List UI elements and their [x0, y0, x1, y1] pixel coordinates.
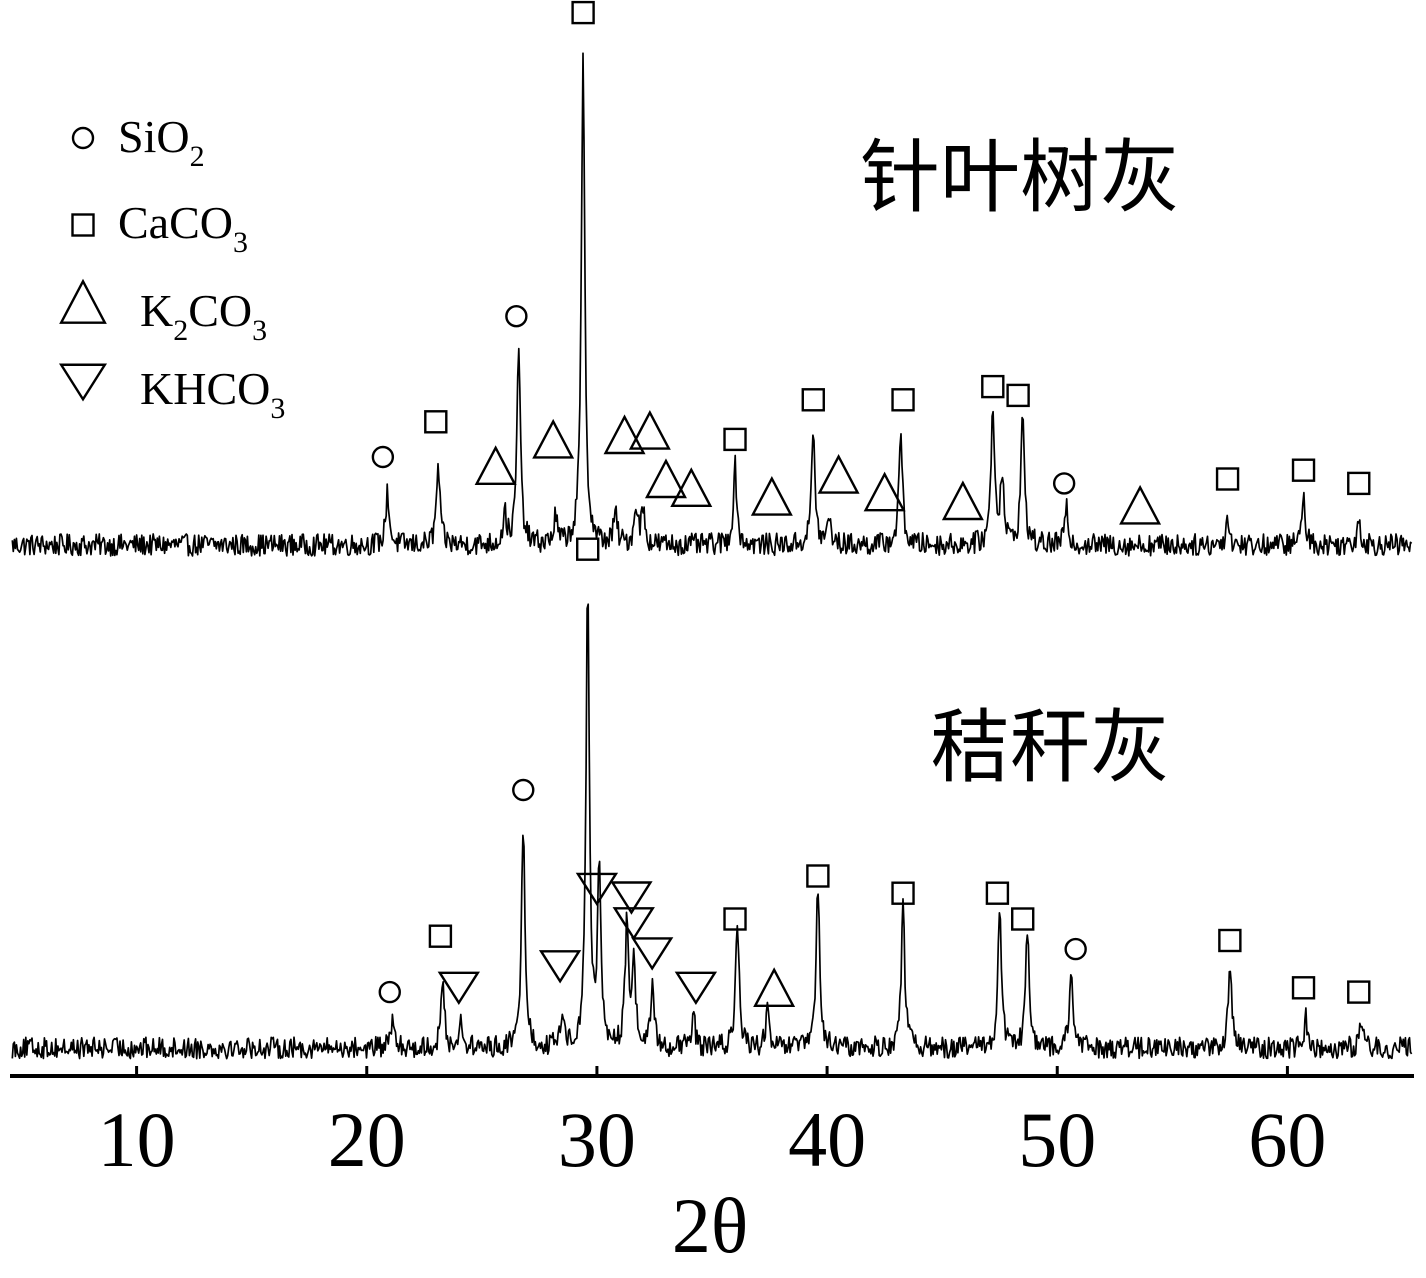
- phase-marker-triangle-up: [670, 467, 713, 507]
- phase-marker-circle: [505, 305, 528, 328]
- phase-marker-triangle-up: [628, 410, 671, 450]
- x-tick-label: 60: [1248, 1096, 1326, 1183]
- legend-symbol-square: [71, 213, 95, 237]
- phase-marker-square: [723, 427, 747, 452]
- phase-marker-triangle-up: [1119, 484, 1162, 525]
- legend-symbol-circle: [71, 126, 95, 150]
- x-tick-label: 20: [328, 1096, 406, 1183]
- phase-marker-square: [985, 881, 1010, 905]
- phase-marker-triangle-up: [532, 418, 575, 459]
- x-tick-label: 30: [558, 1096, 636, 1183]
- x-tick-label: 10: [98, 1096, 176, 1183]
- phase-marker-circle: [378, 980, 401, 1004]
- traces-group: [11, 52, 1413, 1060]
- phase-marker-square: [806, 864, 830, 888]
- legend-symbol-triangle-down: [58, 363, 108, 402]
- phase-marker-square: [1291, 976, 1316, 1000]
- phase-marker-triangle-up: [941, 480, 984, 521]
- phase-marker-circle: [512, 778, 535, 802]
- phase-marker-triangle-down: [437, 971, 481, 1006]
- phase-markers-group: [371, 0, 1371, 1007]
- phase-marker-square: [1347, 980, 1371, 1004]
- phase-marker-triangle-down: [575, 872, 619, 907]
- phase-marker-triangle-up: [750, 476, 793, 516]
- phase-marker-square: [576, 537, 600, 561]
- phase-marker-triangle-up: [474, 445, 517, 485]
- x-tick-label: 50: [1018, 1096, 1096, 1183]
- x-ticks-group: 10 20 30 40 50 60: [98, 1066, 1326, 1183]
- phase-marker-circle: [1052, 472, 1076, 495]
- phase-marker-square: [1347, 471, 1371, 496]
- phase-marker-square: [1291, 458, 1316, 482]
- phase-marker-square: [891, 388, 915, 412]
- phase-marker-square: [1011, 907, 1035, 931]
- legend-symbol-triangle-up: [59, 278, 107, 324]
- phase-marker-triangle-up: [644, 458, 687, 499]
- legend-label-4: KHCO3: [140, 363, 285, 425]
- xrd-trace-2: [11, 603, 1413, 1060]
- phase-marker-triangle-down: [538, 950, 582, 984]
- x-axis: 10 20 30 40 50 60 2θ: [10, 1066, 1414, 1269]
- phase-marker-square: [428, 924, 453, 948]
- legend-label-2: CaCO3: [118, 197, 248, 259]
- legend-label-1: SiO2: [118, 111, 205, 173]
- phase-marker-square: [571, 0, 595, 25]
- x-tick-label: 40: [788, 1096, 866, 1183]
- phase-marker-triangle-down: [610, 881, 653, 915]
- phase-marker-square: [1006, 383, 1030, 408]
- phase-marker-triangle-up: [753, 967, 796, 1007]
- series-label-1: 针叶树灰: [860, 131, 1180, 224]
- phase-marker-square: [1218, 928, 1242, 953]
- phase-marker-triangle-up: [863, 471, 906, 512]
- phase-marker-triangle-down: [674, 971, 718, 1006]
- phase-marker-triangle-down: [612, 907, 655, 941]
- legend-label-3: K2CO3: [140, 285, 267, 347]
- phase-marker-square: [801, 388, 825, 412]
- phase-marker-triangle-down: [630, 937, 674, 971]
- series-label-2: 秸秆灰: [930, 701, 1170, 794]
- legend: SiO2 CaCO3 K2CO3 KHCO3: [58, 111, 285, 425]
- phase-marker-triangle-up: [603, 414, 646, 455]
- x-axis-label: 2θ: [672, 1182, 748, 1269]
- phase-marker-square: [723, 907, 747, 931]
- phase-marker-triangle-up: [817, 454, 860, 494]
- phase-marker-circle: [371, 445, 395, 469]
- phase-marker-square: [891, 881, 915, 905]
- phase-marker-circle: [1064, 937, 1087, 961]
- phase-marker-square: [1215, 467, 1240, 491]
- phase-marker-square: [981, 374, 1005, 399]
- phase-marker-square: [424, 410, 448, 434]
- xrd-trace-1: [11, 52, 1413, 557]
